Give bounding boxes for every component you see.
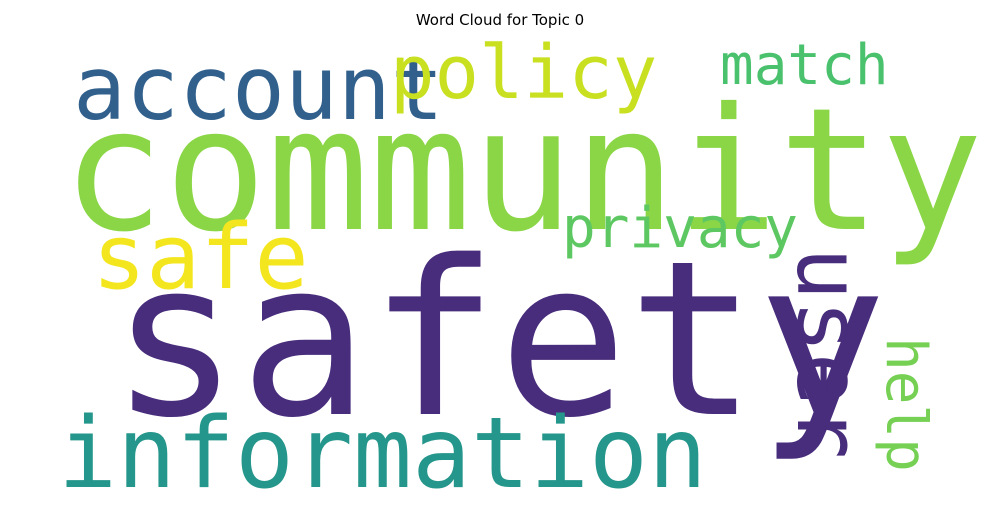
word-privacy: privacy [562,196,799,261]
word-policy: policy [390,30,658,116]
chart-title: Word Cloud for Topic 0 [415,11,585,29]
word-user: user [777,247,880,459]
word-safety: safety [110,214,887,465]
word-information: information [58,397,708,511]
word-cloud: community safety information account pol… [58,30,984,511]
word-safe: safe [92,205,309,310]
word-match: match [720,33,889,98]
word-account: account [73,37,444,140]
word-help: help [873,337,938,472]
word-community: community [62,72,984,270]
